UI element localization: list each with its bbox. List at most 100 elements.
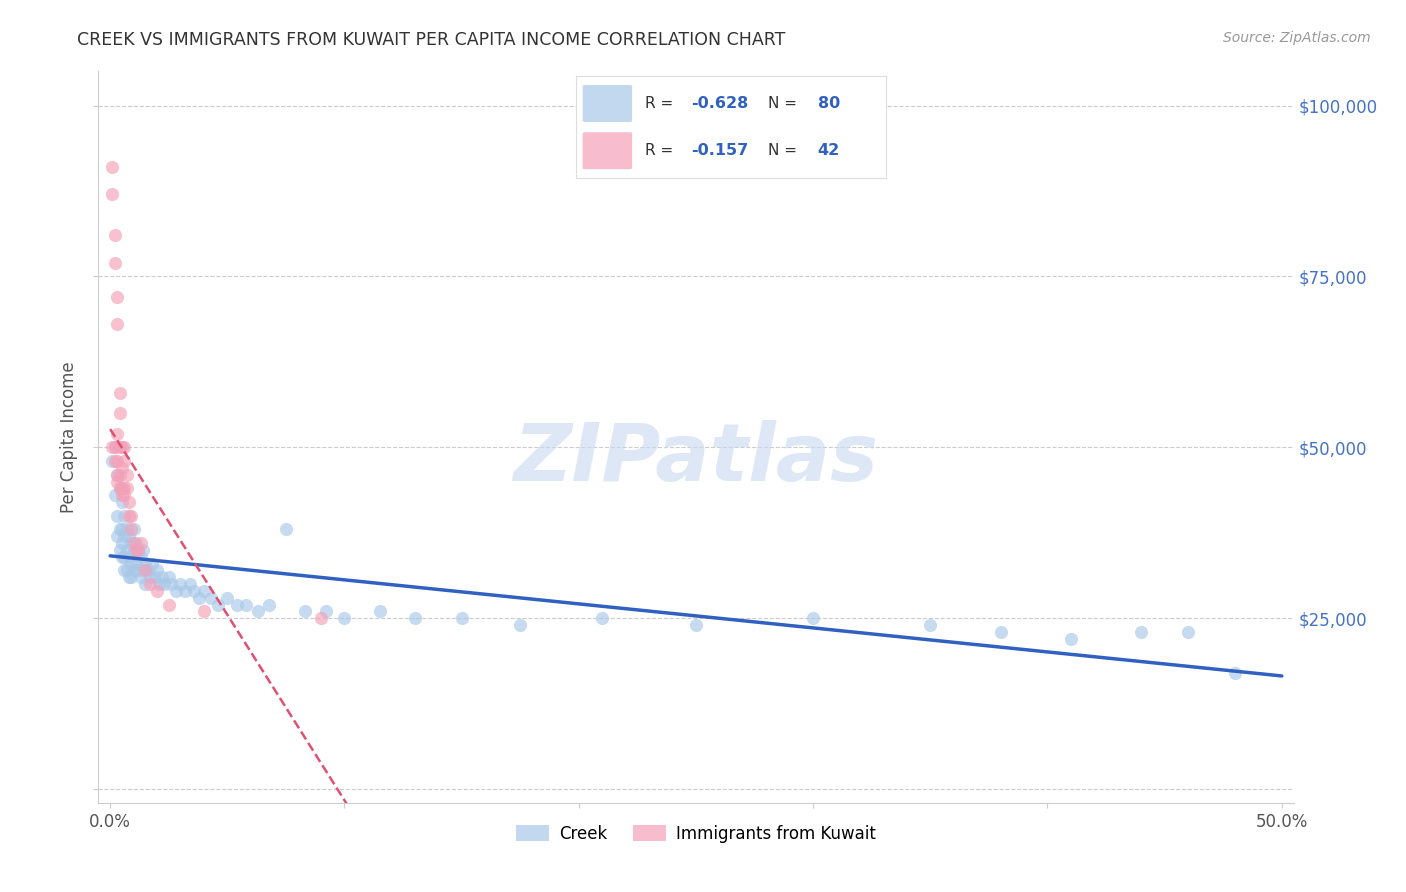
Point	[146, 583, 169, 598]
Point	[108, 481, 131, 495]
Point	[118, 529, 141, 543]
Point	[129, 536, 152, 550]
Point	[108, 542, 131, 557]
Point	[193, 583, 215, 598]
Point	[104, 488, 127, 502]
Point	[129, 549, 152, 564]
Point	[108, 385, 131, 400]
Point	[157, 570, 180, 584]
Point	[120, 522, 142, 536]
Point	[108, 522, 131, 536]
Point	[111, 488, 134, 502]
Point	[127, 563, 149, 577]
Point	[333, 611, 356, 625]
Point	[450, 611, 472, 625]
Point	[105, 475, 128, 489]
Point	[125, 542, 148, 557]
Point	[112, 549, 135, 564]
Point	[105, 318, 128, 332]
Point	[125, 557, 148, 571]
Point	[143, 570, 166, 584]
Point	[136, 563, 159, 577]
Point	[111, 440, 134, 454]
Point	[118, 508, 141, 523]
Point	[1130, 624, 1153, 639]
Point	[188, 591, 211, 605]
Legend: Creek, Immigrants from Kuwait: Creek, Immigrants from Kuwait	[509, 818, 883, 849]
FancyBboxPatch shape	[582, 132, 633, 169]
Point	[120, 508, 142, 523]
Point	[148, 577, 170, 591]
Point	[150, 570, 173, 584]
Point	[118, 495, 141, 509]
Point	[111, 549, 134, 564]
Point	[111, 481, 134, 495]
Point	[118, 570, 141, 584]
Point	[111, 536, 134, 550]
Point	[108, 481, 131, 495]
Point	[127, 542, 149, 557]
Point	[112, 563, 135, 577]
Text: N =: N =	[768, 144, 797, 158]
Point	[120, 557, 142, 571]
Text: -0.157: -0.157	[690, 144, 748, 158]
Point	[139, 577, 162, 591]
Point	[246, 604, 269, 618]
Point	[685, 618, 707, 632]
Point	[591, 611, 613, 625]
Point	[141, 557, 163, 571]
Point	[111, 522, 134, 536]
Point	[225, 598, 247, 612]
Point	[118, 549, 141, 564]
Point	[101, 440, 124, 454]
Point	[1177, 624, 1199, 639]
Point	[259, 598, 281, 612]
Point	[105, 508, 128, 523]
Point	[309, 611, 332, 625]
Point	[111, 495, 134, 509]
Point	[160, 577, 183, 591]
Point	[105, 467, 128, 482]
Point	[200, 591, 222, 605]
Point	[120, 536, 142, 550]
Point	[132, 563, 155, 577]
Point	[122, 536, 145, 550]
Text: N =: N =	[768, 96, 797, 111]
Point	[207, 598, 229, 612]
Point	[801, 611, 824, 625]
Point	[404, 611, 426, 625]
FancyBboxPatch shape	[582, 85, 633, 122]
Text: 42: 42	[818, 144, 839, 158]
Point	[134, 557, 156, 571]
Point	[217, 591, 239, 605]
Point	[112, 454, 135, 468]
Point	[134, 577, 156, 591]
Point	[157, 598, 180, 612]
Point	[509, 618, 531, 632]
Y-axis label: Per Capita Income: Per Capita Income	[59, 361, 77, 513]
Text: CREEK VS IMMIGRANTS FROM KUWAIT PER CAPITA INCOME CORRELATION CHART: CREEK VS IMMIGRANTS FROM KUWAIT PER CAPI…	[77, 31, 786, 49]
Point	[104, 228, 127, 243]
Point	[105, 454, 128, 468]
Point	[115, 542, 138, 557]
Point	[101, 160, 124, 174]
Point	[183, 583, 205, 598]
Point	[104, 440, 127, 454]
Point	[101, 454, 124, 468]
Point	[112, 508, 135, 523]
Point	[235, 598, 257, 612]
Point	[193, 604, 215, 618]
Point	[1223, 665, 1246, 680]
Point	[153, 577, 176, 591]
Text: ZIPatlas: ZIPatlas	[513, 420, 879, 498]
Point	[127, 542, 149, 557]
Point	[104, 454, 127, 468]
Point	[115, 481, 138, 495]
Point	[112, 481, 135, 495]
Point	[125, 536, 148, 550]
Point	[105, 290, 128, 304]
Point	[112, 488, 135, 502]
Point	[120, 570, 142, 584]
Point	[122, 542, 145, 557]
Point	[294, 604, 316, 618]
